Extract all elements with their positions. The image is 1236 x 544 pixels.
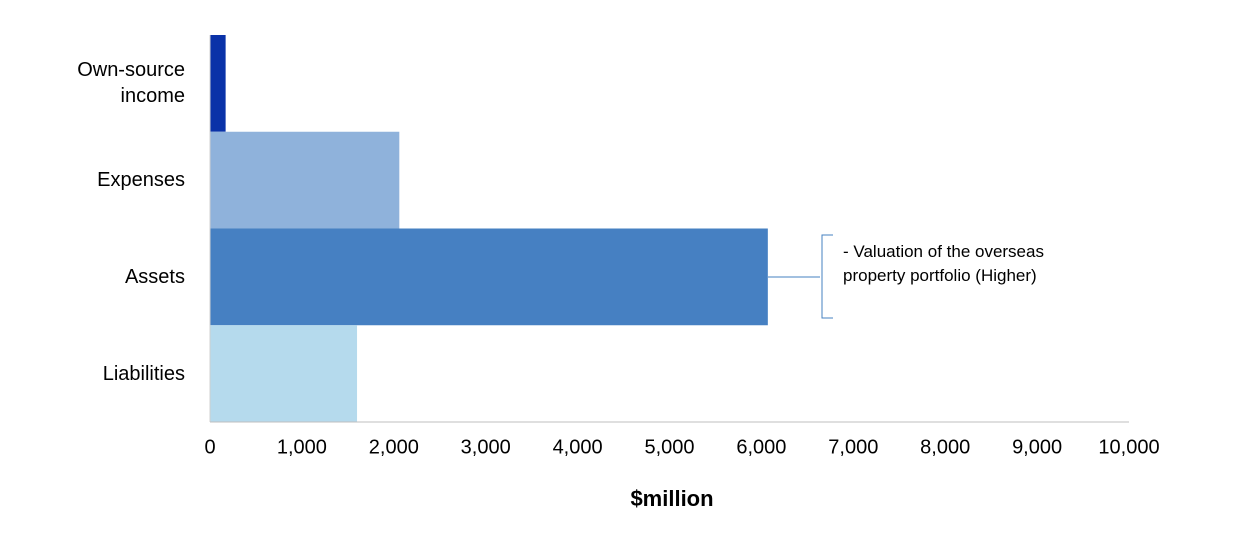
x-tick-label: 6,000 [736,436,786,458]
bar [210,131,400,229]
x-tick-label: 5,000 [644,436,694,458]
y-tick-label: Own-source income [77,59,185,108]
x-tick-label: 0 [204,436,215,458]
x-tick-label: 8,000 [920,436,970,458]
y-tick-label: Liabilities [102,362,185,385]
y-tick-label: Assets [124,265,185,288]
x-tick-label: 7,000 [828,436,878,458]
annotation-bracket [821,234,833,319]
x-tick-label: 9,000 [1012,436,1062,458]
x-axis-title: $million [630,486,713,511]
x-tick-label: 2,000 [369,436,419,458]
x-tick-label: 10,000 [1098,436,1159,458]
annotation: - Valuation of the overseas property por… [843,242,1044,285]
bar [210,325,358,422]
x-tick-label: 3,000 [461,436,511,458]
x-tick-label: 1,000 [277,436,327,458]
x-tick-label: 4,000 [553,436,603,458]
y-tick-label: Expenses [97,169,185,192]
bar [210,228,768,326]
bar [210,35,226,132]
